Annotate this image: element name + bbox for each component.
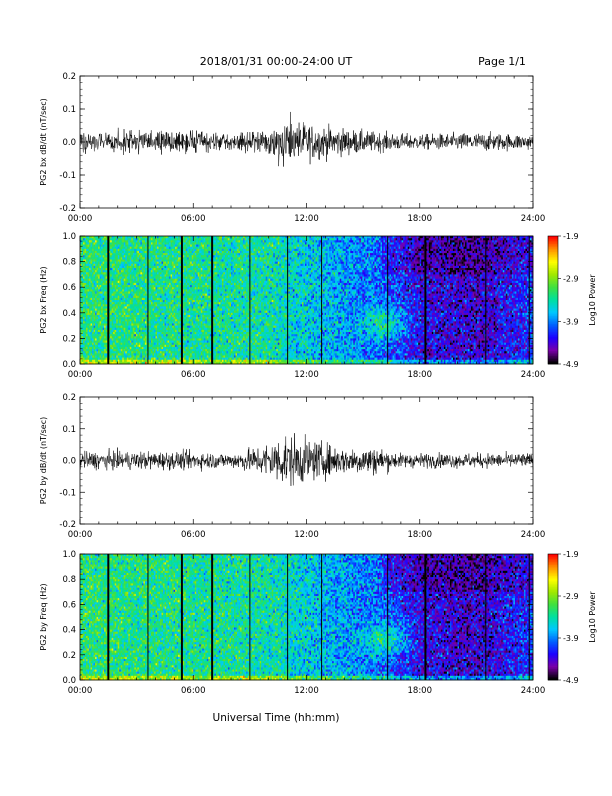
x-tick-label: 24:00 bbox=[521, 370, 546, 380]
y-tick-label: 0.6 bbox=[62, 600, 76, 610]
y-axis-label: PG2 by dB/dt (nT/sec) bbox=[39, 417, 48, 504]
plot-title: 2018/01/31 00:00-24:00 UT bbox=[200, 55, 353, 68]
y-tick-label: 0.8 bbox=[62, 575, 76, 585]
x-tick-label: 06:00 bbox=[181, 686, 206, 696]
colorbar-tick-label: -3.9 bbox=[563, 634, 579, 643]
y-tick-label: 0.2 bbox=[62, 72, 76, 82]
y-tick-label: -0.2 bbox=[59, 204, 76, 214]
y-tick-label: 0.4 bbox=[62, 309, 76, 319]
x-tick-label: 24:00 bbox=[521, 686, 546, 696]
x-tick-label: 18:00 bbox=[408, 370, 433, 380]
page-indicator: Page 1/1 bbox=[478, 55, 526, 68]
x-tick-label: 12:00 bbox=[294, 686, 319, 696]
x-tick-label: 00:00 bbox=[68, 686, 93, 696]
colorbar-label: Log10 Power bbox=[588, 274, 597, 326]
colorbar-tick-label: -1.9 bbox=[563, 232, 579, 241]
x-tick-label: 06:00 bbox=[181, 530, 206, 540]
x-tick-label: 12:00 bbox=[294, 214, 319, 224]
colorbar-1 bbox=[548, 236, 558, 364]
x-tick-label: 06:00 bbox=[181, 370, 206, 380]
x-tick-label: 18:00 bbox=[408, 214, 433, 224]
y-tick-label: 0.2 bbox=[62, 651, 76, 661]
x-tick-label: 12:00 bbox=[294, 530, 319, 540]
y-tick-label: 0.2 bbox=[62, 393, 76, 403]
y-tick-label: 0.2 bbox=[62, 334, 76, 344]
colorbar-3 bbox=[548, 554, 558, 680]
y-tick-label: -0.1 bbox=[59, 488, 76, 498]
colorbar-tick-label: -3.9 bbox=[563, 317, 579, 326]
waveform-trace-0 bbox=[80, 112, 533, 167]
y-tick-label: 0.6 bbox=[62, 283, 76, 293]
y-tick-label: 0.0 bbox=[62, 676, 76, 686]
y-tick-label: 0.0 bbox=[62, 138, 76, 148]
x-tick-label: 00:00 bbox=[68, 214, 93, 224]
y-tick-label: 0.1 bbox=[62, 425, 76, 435]
x-tick-label: 24:00 bbox=[521, 530, 546, 540]
y-axis-label: PG2 bx Freq (Hz) bbox=[39, 266, 48, 333]
x-tick-label: 00:00 bbox=[68, 370, 93, 380]
colorbar-label: Log10 Power bbox=[588, 591, 597, 643]
x-tick-label: 18:00 bbox=[408, 686, 433, 696]
y-tick-label: 0.8 bbox=[62, 258, 76, 268]
x-tick-label: 12:00 bbox=[294, 370, 319, 380]
y-tick-label: 0.0 bbox=[62, 360, 76, 370]
y-axis-label: PG2 bx dB/dt (nT/sec) bbox=[39, 98, 48, 185]
y-tick-label: 0.1 bbox=[62, 105, 76, 115]
colorbar-tick-label: -2.9 bbox=[563, 275, 579, 284]
y-tick-label: 0.4 bbox=[62, 626, 76, 636]
y-tick-label: 1.0 bbox=[62, 232, 76, 242]
y-tick-label: -0.2 bbox=[59, 520, 76, 530]
colorbar-tick-label: -1.9 bbox=[563, 550, 579, 559]
y-tick-label: -0.1 bbox=[59, 171, 76, 181]
colorbar-tick-label: -4.9 bbox=[563, 360, 579, 369]
x-tick-label: 06:00 bbox=[181, 214, 206, 224]
x-tick-label: 24:00 bbox=[521, 214, 546, 224]
colorbar-tick-label: -4.9 bbox=[563, 676, 579, 685]
x-tick-label: 00:00 bbox=[68, 530, 93, 540]
y-tick-label: 1.0 bbox=[62, 550, 76, 560]
y-tick-label: 0.0 bbox=[62, 457, 76, 467]
colorbar-tick-label: -2.9 bbox=[563, 592, 579, 601]
x-tick-label: 18:00 bbox=[408, 530, 433, 540]
y-axis-label: PG2 by Freq (Hz) bbox=[39, 583, 48, 650]
waveform-trace-2 bbox=[80, 433, 533, 486]
panels-group: 0.2 0.1 0.0 -0.1 -0.2 PG2 bx dB/dt (nT/sec) 00… bbox=[39, 72, 597, 696]
x-axis-title: Universal Time (hh:mm) bbox=[213, 712, 340, 724]
